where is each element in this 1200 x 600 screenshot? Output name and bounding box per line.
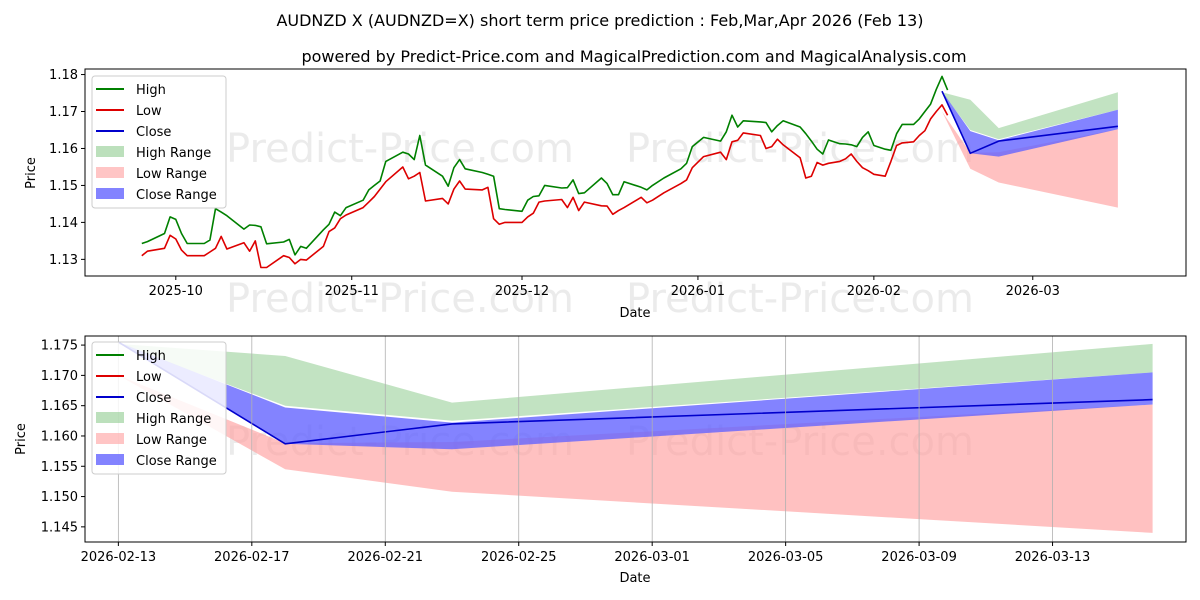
low-line xyxy=(141,104,949,269)
close-range-band xyxy=(118,342,1153,450)
x-tick-label: 2026-02-13 xyxy=(81,550,157,565)
watermark: Predict-Price.com xyxy=(626,276,974,322)
close-range-band xyxy=(942,91,1118,157)
y-tick-label: 1.15 xyxy=(49,179,78,194)
bottom-y-axis-label: Price xyxy=(14,423,29,455)
x-tick-label: 2026-01 xyxy=(671,284,725,299)
legend-label: High Range xyxy=(136,146,211,161)
legend-frame xyxy=(91,75,227,209)
legend-label: Low Range xyxy=(136,167,207,182)
x-tick-label: 2026-02-25 xyxy=(481,550,557,565)
x-tick-label: 2026-03-05 xyxy=(748,550,824,565)
legend-entry-high-range: High Range xyxy=(96,146,211,161)
legend-label: Low xyxy=(136,104,162,119)
legend-entry-high: High xyxy=(96,83,166,98)
x-tick-label: 2025-11 xyxy=(325,284,379,299)
top-axes-frame xyxy=(84,68,1187,277)
y-tick-label: 1.170 xyxy=(41,369,78,384)
legend-entry-high-range: High Range xyxy=(96,412,211,427)
y-tick-label: 1.155 xyxy=(41,460,78,475)
legend-swatch xyxy=(96,167,124,178)
x-tick-label: 2026-03-01 xyxy=(614,550,690,565)
top-plot-content xyxy=(141,75,1118,269)
y-tick-label: 1.160 xyxy=(41,429,78,444)
x-tick-label: 2025-12 xyxy=(495,284,549,299)
legend-entry-close: Close xyxy=(96,125,171,140)
legend-swatch xyxy=(96,433,124,444)
legend-entry-low: Low xyxy=(96,370,162,385)
bottom-legend: High Low Close High Range Low Range Clos… xyxy=(91,341,227,475)
legend-entry-low-range: Low Range xyxy=(96,167,207,182)
y-tick-label: 1.145 xyxy=(41,520,78,535)
high-range-band xyxy=(942,92,1118,140)
legend-swatch xyxy=(96,146,124,157)
legend-entry-close: Close xyxy=(96,391,171,406)
legend-swatch xyxy=(96,454,124,465)
watermark: Predict-Price.com xyxy=(626,126,974,172)
x-tick-label: 2026-03 xyxy=(1006,284,1060,299)
legend-label: High Range xyxy=(136,412,211,427)
y-tick-label: 1.14 xyxy=(49,216,78,231)
top-panel: Predict-Price.com Predict-Price.com Pred… xyxy=(24,68,1187,322)
legend-entry-close-range: Close Range xyxy=(96,188,217,203)
low-range-band xyxy=(118,375,1153,533)
legend-label: Close Range xyxy=(136,454,217,469)
legend-label: Close Range xyxy=(136,188,217,203)
chart-subtitle: powered by Predict-Price.com and Magical… xyxy=(301,47,966,66)
legend-entry-low-range: Low Range xyxy=(96,433,207,448)
y-tick-label: 1.17 xyxy=(49,105,78,120)
top-watermarks: Predict-Price.com Predict-Price.com Pred… xyxy=(226,126,974,322)
legend-swatch xyxy=(96,188,124,199)
top-x-axis-label: Date xyxy=(619,306,650,321)
legend-entry-close-range: Close Range xyxy=(96,454,217,469)
legend-swatch xyxy=(96,412,124,423)
top-ticks: 1.13 1.14 1.15 1.16 1.17 1.18 2025-10 2025-11 20… xyxy=(49,68,1060,299)
top-legend: High Low Close High Range Low Range Clos… xyxy=(91,75,227,209)
legend-label: Close xyxy=(136,391,171,406)
bottom-ticks: 1.145 1.150 1.155 1.160 1.165 1.170 1.175 2026-… xyxy=(41,339,1091,565)
high-range-band xyxy=(118,343,1153,421)
x-tick-label: 2025-10 xyxy=(149,284,203,299)
x-tick-label: 2026-03-09 xyxy=(881,550,957,565)
y-tick-label: 1.16 xyxy=(49,142,78,157)
y-tick-label: 1.18 xyxy=(49,68,78,83)
bottom-axes-frame xyxy=(84,335,1187,543)
x-tick-label: 2026-02 xyxy=(847,284,901,299)
chart-title: AUDNZD X (AUDNZD=X) short term price pre… xyxy=(276,11,923,30)
x-tick-label: 2026-02-21 xyxy=(347,550,423,565)
legend-label: High xyxy=(136,83,166,98)
y-tick-label: 1.175 xyxy=(41,339,78,354)
watermark: Predict-Price.com xyxy=(226,126,574,172)
y-tick-label: 1.13 xyxy=(49,253,78,268)
legend-label: High xyxy=(136,349,166,364)
watermark: Predict-Price.com xyxy=(226,276,574,322)
legend-frame xyxy=(91,341,227,475)
legend-label: Low Range xyxy=(136,433,207,448)
legend-label: Close xyxy=(136,125,171,140)
high-line xyxy=(141,75,949,256)
legend-label: Low xyxy=(136,370,162,385)
close-line xyxy=(941,90,1118,155)
y-tick-label: 1.150 xyxy=(41,490,78,505)
x-tick-label: 2026-02-17 xyxy=(214,550,290,565)
bottom-x-axis-label: Date xyxy=(619,571,650,586)
bottom-plot-content xyxy=(117,336,1153,542)
legend-entry-high: High xyxy=(96,349,166,364)
top-y-axis-label: Price xyxy=(24,157,39,189)
low-range-band xyxy=(942,111,1118,208)
y-tick-label: 1.165 xyxy=(41,399,78,414)
bottom-panel: Predict-Price.com Predict-Price.com 1.14… xyxy=(14,335,1187,586)
x-tick-label: 2026-03-13 xyxy=(1015,550,1091,565)
legend-entry-low: Low xyxy=(96,104,162,119)
